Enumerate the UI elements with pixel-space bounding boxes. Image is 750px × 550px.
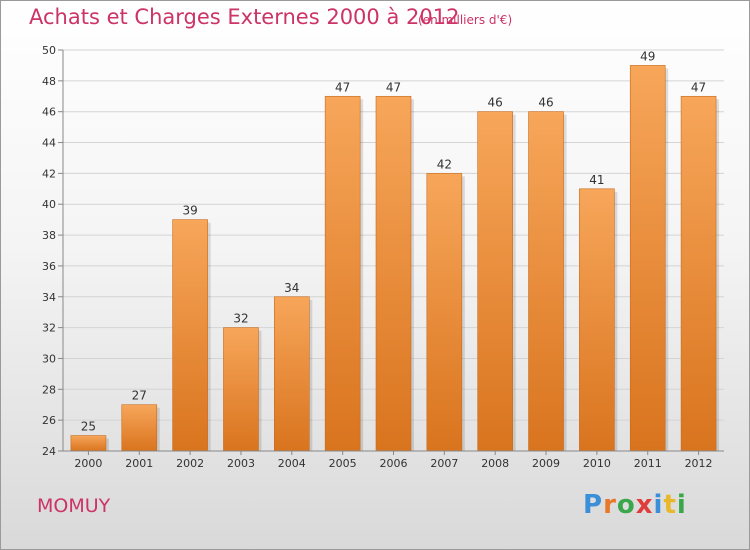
bar [579,188,615,452]
data-label: 34 [284,281,299,295]
y-tick-label: 46 [42,106,56,119]
logo-letter: t [663,490,677,520]
data-label: 27 [132,389,147,403]
bar [680,95,717,452]
bar [121,404,158,452]
y-tick-label: 26 [42,414,56,427]
chart-unit: (en milliers d'€) [418,13,513,27]
bar [172,219,208,452]
x-tick-label: 2003 [227,457,255,470]
bar [274,296,310,452]
data-label: 47 [691,80,706,94]
bar [477,111,513,452]
y-tick-label: 28 [42,383,56,396]
bar [223,327,259,452]
axes: 24 26 28 30 32 34 36 38 40 42 44 46 48 50 2000 2001 2002… [42,44,724,470]
y-tick-label: 32 [42,322,56,335]
logo-letter: x [635,490,654,520]
y-tick-label: 34 [42,291,56,304]
x-tick-label: 2007 [430,457,458,470]
bar [629,65,666,452]
data-label: 46 [488,96,503,110]
x-tick-label: 2000 [74,457,102,470]
chart-title: Achats et Charges Externes 2000 à 2012 [29,5,460,29]
x-tick-label: 2011 [634,457,662,470]
data-label: 47 [386,80,401,94]
x-tick-label: 2008 [481,457,509,470]
x-tick-label: 2001 [125,457,153,470]
y-tick-label: 30 [42,352,56,365]
data-label: 46 [538,96,553,110]
x-tick-label: 2009 [532,457,560,470]
data-label: 42 [437,157,452,171]
x-tick-label: 2004 [278,457,306,470]
y-tick-label: 42 [42,167,56,180]
data-label: 25 [81,420,96,434]
x-tick-label: 2005 [329,457,357,470]
y-tick-label: 36 [42,260,56,273]
x-tick-label: 2006 [380,457,408,470]
logo-letter: o [616,490,636,520]
y-tick-label: 40 [42,198,56,211]
bar [375,95,412,452]
logo-letter: i [676,490,687,520]
proxiti-logo[interactable]: Proxiti [583,490,687,520]
bar [426,173,463,452]
city-name: MOMUY [37,495,111,517]
bar [324,95,361,452]
y-tick-label: 38 [42,229,56,242]
x-tick-label: 2010 [583,457,611,470]
y-tick-label: 50 [42,44,56,57]
bar [528,111,564,452]
data-label: 39 [182,204,197,218]
y-tick-label: 48 [42,75,56,88]
y-tick-label: 44 [42,137,56,150]
logo-letter: P [583,490,604,520]
bar [70,435,107,452]
y-tick-label: 24 [42,445,56,458]
logo-letter: r [603,490,617,520]
bars: 25 27 39 32 34 47 47 42 46 46 41 49 47 [70,49,720,452]
data-label: 41 [589,173,604,187]
data-label: 49 [640,49,655,63]
data-label: 47 [335,80,350,94]
logo-letter: i [653,490,664,520]
x-tick-label: 2002 [176,457,204,470]
x-tick-label: 2012 [685,457,713,470]
data-label: 32 [233,312,248,326]
